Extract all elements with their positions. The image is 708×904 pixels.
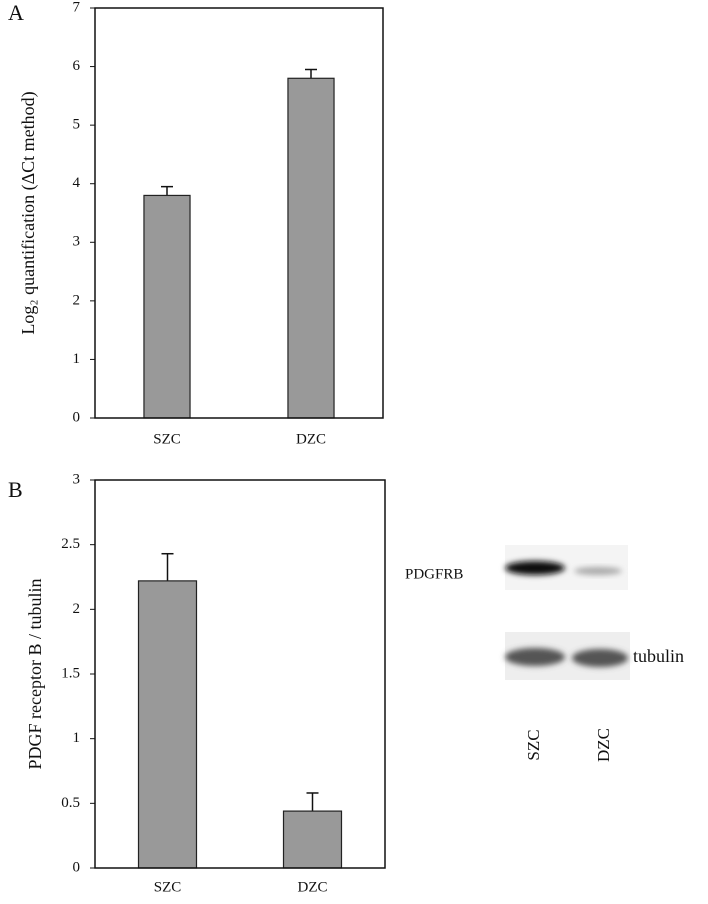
blot-lane-label: SZC [524, 729, 543, 760]
y-tick-label: 2.5 [61, 536, 80, 552]
bar [137, 580, 198, 869]
panel-label: A [8, 0, 24, 25]
blot-band [505, 561, 565, 575]
x-tick-label: SZC [154, 879, 182, 895]
y-tick-label: 6 [73, 58, 81, 74]
x-tick-label: DZC [296, 431, 326, 447]
blot-row-label: tubulin [633, 646, 684, 666]
blot-band [574, 567, 622, 575]
y-tick-label: 4 [73, 175, 81, 191]
blot-row-label: PDGFRB [405, 566, 463, 582]
y-tick-label: 1 [73, 730, 81, 746]
y-tick-label: 3 [73, 234, 81, 250]
y-axis-label: PDGF receptor B / tubulin [25, 579, 45, 770]
bar [143, 194, 191, 419]
y-tick-label: 2 [73, 292, 81, 308]
bar [287, 77, 335, 419]
y-tick-label: 5 [73, 117, 81, 133]
x-tick-label: DZC [298, 879, 328, 895]
y-tick-label: 7 [73, 0, 81, 15]
y-tick-label: 1.5 [61, 665, 80, 681]
y-tick-label: 3 [73, 471, 81, 487]
y-tick-label: 2 [73, 601, 81, 617]
y-axis-label: Log₂ quantification (ΔCt method) [18, 91, 39, 334]
y-tick-label: 0.5 [61, 795, 80, 811]
blot-band [572, 649, 628, 667]
x-tick-label: SZC [153, 431, 181, 447]
bar [282, 810, 343, 869]
panel-label: B [8, 477, 23, 502]
western-blot: PDGFRB tubulin SZC DZC [405, 545, 684, 762]
blot-band [505, 648, 565, 666]
blot-lane-label: DZC [594, 728, 613, 762]
y-tick-label: 0 [73, 859, 81, 875]
y-tick-label: 0 [73, 409, 81, 425]
plot-frame [94, 7, 384, 419]
plot-frame [94, 479, 386, 869]
y-tick-label: 1 [73, 351, 81, 367]
